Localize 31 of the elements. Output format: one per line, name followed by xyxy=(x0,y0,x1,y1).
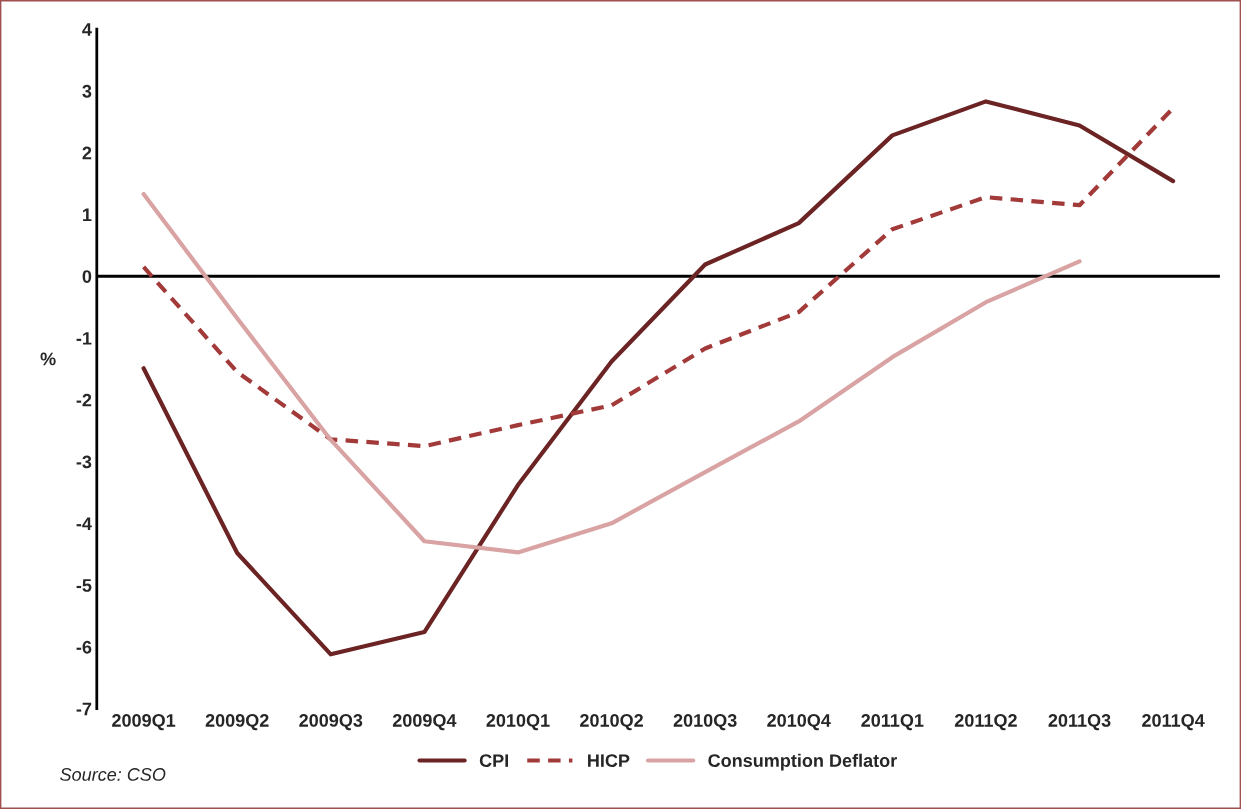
x-tick-label: 2011Q4 xyxy=(1142,714,1205,731)
y-tick-label: 2 xyxy=(82,146,92,160)
y-tick-label: -4 xyxy=(76,517,92,530)
y-tick-label: 1 xyxy=(83,208,92,221)
y-tick-label: -2 xyxy=(76,393,92,407)
line-series xyxy=(141,99,1176,657)
y-tick-label: -5 xyxy=(76,579,92,592)
y-tick-label: -3 xyxy=(76,455,92,469)
x-tick-label: 2011Q2 xyxy=(954,714,1017,731)
y-tick-label: 0 xyxy=(82,270,92,283)
x-tick-label: 2009Q1 xyxy=(112,714,176,731)
source-note: Source: CSO xyxy=(60,768,166,781)
y-tick-label: 3 xyxy=(82,84,92,98)
x-tick-label: 2011Q1 xyxy=(861,714,924,731)
x-tick-label: 2011Q3 xyxy=(1048,714,1111,731)
x-tick-label: 2010Q4 xyxy=(767,714,831,731)
x-tick-label: 2010Q3 xyxy=(673,714,737,731)
y-tick-label: -6 xyxy=(76,640,92,654)
y-tick-label: -7 xyxy=(76,702,92,716)
x-tick-label: 2010Q2 xyxy=(580,714,643,731)
y-axis-title: % xyxy=(40,352,56,366)
legend-label: HICP xyxy=(588,754,630,768)
x-tick-label: 2009Q4 xyxy=(392,714,457,731)
legend-label: Consumption Deflator xyxy=(708,753,897,771)
x-tick-label: 2010Q1 xyxy=(486,714,550,731)
x-tick-label: 2009Q3 xyxy=(299,714,363,731)
line-series xyxy=(141,191,1082,555)
y-tick-label: 4 xyxy=(82,23,92,36)
legend-label: CPI xyxy=(479,754,508,768)
y-tick-label: -1 xyxy=(76,332,92,345)
x-tick-label: 2009Q2 xyxy=(205,714,269,731)
